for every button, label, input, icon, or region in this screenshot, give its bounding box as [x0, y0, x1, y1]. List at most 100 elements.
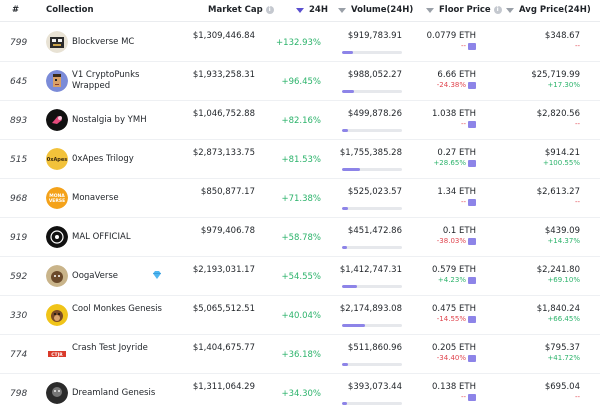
- avg-price: $1,840.24: [536, 304, 580, 314]
- header-floor-price[interactable]: Floor Price i: [426, 5, 502, 15]
- oogaverse-avatar[interactable]: [46, 265, 68, 287]
- volume-24h: $451,472.86: [347, 226, 402, 236]
- collection-name[interactable]: Monaverse: [72, 193, 119, 203]
- market-cap: $2,873,133.75: [192, 148, 255, 158]
- chart-tag-icon: [468, 81, 476, 89]
- avg-price: $914.21: [544, 148, 580, 158]
- floor-change: +28.65%: [433, 159, 476, 167]
- chart-tag-icon: [468, 354, 476, 362]
- sort-desc-icon: [296, 7, 304, 13]
- avg-price: $2,241.80: [536, 265, 580, 275]
- collection-name[interactable]: Nostalgia by YMH: [72, 115, 147, 125]
- collection-name[interactable]: Dreamland Genesis: [72, 388, 156, 398]
- market-cap: $2,193,031.17: [192, 265, 255, 275]
- collection-name[interactable]: V1 CryptoPunks Wrapped: [72, 70, 140, 91]
- table-row[interactable]: 592 OogaVerse $2,193,031.17 +54.55% $1,412,7…: [0, 257, 600, 296]
- table-row[interactable]: 919 MAL OFFICIAL $979,406.78 +58.78% $451,47…: [0, 218, 600, 257]
- floor-price: 0.27 ETH: [437, 148, 476, 158]
- floor-change: +4.23%: [438, 276, 476, 284]
- rank: 968: [10, 194, 28, 204]
- table-row[interactable]: 893 Nostalgia by YMH $1,046,752.88 +82.16% $…: [0, 101, 600, 140]
- collection-name[interactable]: 0xApes Trilogy: [72, 154, 134, 164]
- rank: 515: [10, 155, 28, 165]
- sort-icon: [426, 7, 434, 13]
- header-volume[interactable]: Volume(24H): [338, 5, 413, 15]
- change-24h: +82.16%: [281, 116, 321, 126]
- header-collection[interactable]: Collection: [46, 5, 94, 15]
- collection-name[interactable]: Cool Monkes Genesis: [72, 304, 162, 314]
- avg-price: $695.04: [544, 382, 580, 392]
- floor-change-value: --: [460, 42, 466, 50]
- table-row[interactable]: 645 V1 CryptoPunks Wrapped $1,933,258.31 +9…: [0, 62, 600, 101]
- nostalgia-avatar[interactable]: [46, 109, 68, 131]
- volume-24h: $393,073.44: [347, 382, 402, 392]
- avg-change: +100.55%: [542, 159, 580, 167]
- avg-change: +14.37%: [547, 237, 580, 245]
- avg-change: +41.72%: [547, 354, 580, 362]
- dreamland-avatar[interactable]: [46, 382, 68, 404]
- floor-change: --: [461, 393, 476, 401]
- market-cap: $1,404,675.77: [192, 343, 255, 353]
- volume-bar-fill: [342, 207, 348, 210]
- mal-avatar[interactable]: [46, 226, 68, 248]
- punk-avatar[interactable]: [46, 70, 68, 92]
- market-cap: $1,311,064.29: [192, 382, 255, 392]
- svg-text:VERSE: VERSE: [49, 198, 65, 204]
- collection-name[interactable]: MAL OFFICIAL: [72, 232, 131, 242]
- avg-change: --: [574, 120, 580, 128]
- floor-change: -34.40%: [437, 354, 476, 362]
- change-24h: +54.55%: [281, 272, 321, 282]
- volume-24h: $1,755,385.28: [339, 148, 402, 158]
- volume-24h: $511,860.96: [347, 343, 402, 353]
- avg-change: +69.10%: [547, 276, 580, 284]
- volume-bar: [342, 168, 402, 171]
- table-row[interactable]: 799 Blockverse MC $1,309,446.84 +132.93% $91…: [0, 23, 600, 62]
- market-cap: $1,309,446.84: [192, 31, 255, 41]
- change-24h: +96.45%: [281, 77, 321, 87]
- volume-24h: $499,878.26: [347, 109, 402, 119]
- floor-price: 0.0779 ETH: [426, 31, 476, 41]
- rank: 919: [10, 233, 28, 243]
- monaverse-avatar[interactable]: MONA VERSE: [46, 187, 68, 209]
- collection-name[interactable]: OogaVerse: [72, 271, 119, 281]
- market-cap: $1,046,752.88: [192, 109, 255, 119]
- rank: 592: [10, 272, 28, 282]
- header-rank: #: [12, 5, 20, 15]
- floor-price: 0.1 ETH: [442, 226, 476, 236]
- volume-bar-fill: [342, 168, 360, 171]
- change-24h: +132.93%: [276, 38, 321, 48]
- change-24h: +81.53%: [281, 155, 321, 165]
- floor-change: -14.55%: [437, 315, 476, 323]
- monke-avatar[interactable]: [46, 304, 68, 326]
- market-cap: $5,065,512.51: [192, 304, 255, 314]
- header-avg-price[interactable]: Avg Price(24H): [506, 5, 591, 15]
- svg-text:MONA: MONA: [49, 193, 65, 199]
- volume-bar-fill: [342, 363, 348, 366]
- floor-price: 1.038 ETH: [432, 109, 476, 119]
- volume-bar-fill: [342, 90, 354, 93]
- rank: 799: [10, 38, 28, 48]
- collection-name[interactable]: Blockverse MC: [72, 37, 135, 47]
- table-row[interactable]: 515 0xApes 0xApes Trilogy $2,873,133.75 +81.…: [0, 140, 600, 179]
- table-row[interactable]: 330 Cool Monkes Genesis $5,065,512.51 +40.0…: [0, 296, 600, 335]
- table-row[interactable]: 968 MONA VERSE Monaverse $850,877.17 +71.38% $…: [0, 179, 600, 218]
- floor-price: 6.66 ETH: [437, 70, 476, 80]
- chart-tag-icon: [468, 198, 476, 206]
- collection-name[interactable]: Crash Test Joyride: [72, 343, 148, 353]
- rank: 893: [10, 116, 28, 126]
- header-change-24h[interactable]: 24H: [296, 5, 328, 15]
- table-row[interactable]: 774 CTJR Crash Test Joyride $1,404,675.77 +3…: [0, 335, 600, 374]
- volume-24h: $988,052.27: [347, 70, 402, 80]
- table-row[interactable]: 798 Dreamland Genesis $1,311,064.29 +34.30%…: [0, 374, 600, 408]
- header-market-cap[interactable]: Market Cap i: [208, 5, 274, 15]
- 0xapes-avatar[interactable]: 0xApes: [46, 148, 68, 170]
- volume-24h: $525,023.57: [347, 187, 402, 197]
- rank: 798: [10, 389, 28, 399]
- floor-change-value: +28.65%: [433, 159, 466, 167]
- volume-bar-fill: [342, 129, 348, 132]
- rank: 774: [10, 350, 28, 360]
- volume-24h: $919,783.91: [347, 31, 402, 41]
- ctj-avatar[interactable]: CTJR: [46, 343, 68, 365]
- blockverse-avatar[interactable]: [46, 31, 68, 53]
- info-icon: i: [493, 6, 502, 14]
